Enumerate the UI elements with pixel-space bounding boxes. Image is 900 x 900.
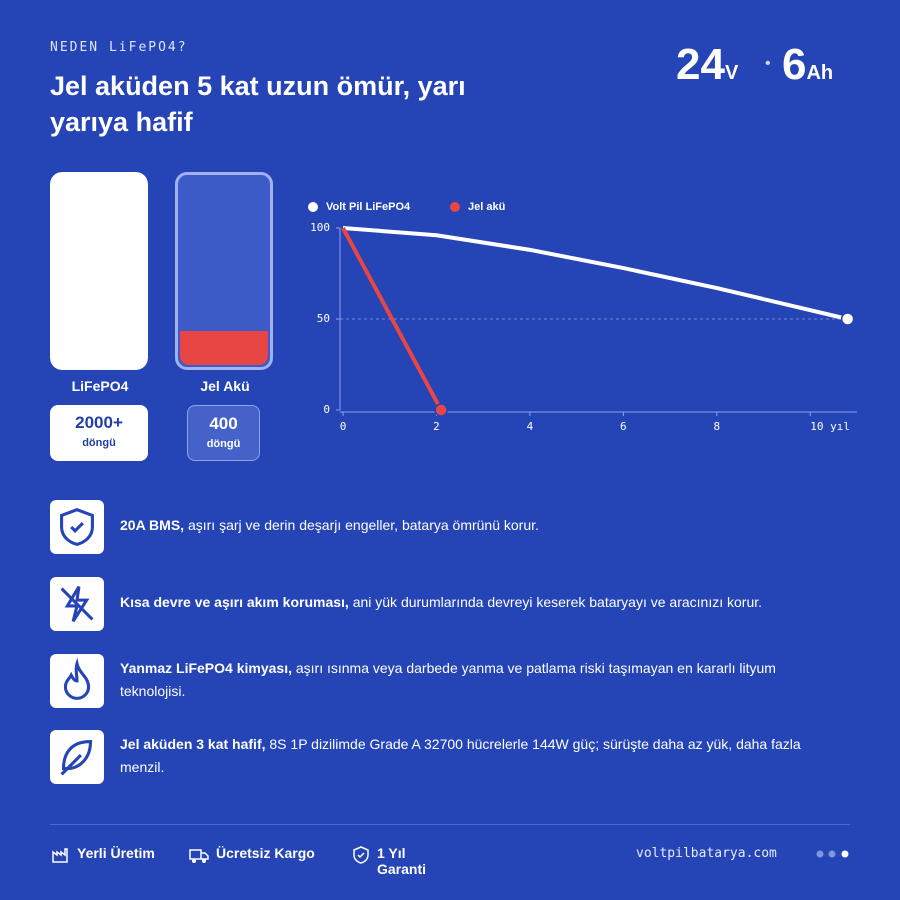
cycle-value: 2000+ döngü (50, 405, 148, 461)
cycle-unit: döngü (206, 438, 241, 450)
footer-item: Ücretsiz Kargo (216, 845, 315, 861)
cycle-label: Jel Akü (200, 378, 250, 394)
website: voltpilbatarya.com (636, 846, 777, 861)
cycle-number: 400 (209, 414, 238, 433)
title: Jel aküden 5 kat uzun ömür, yarı yarıya … (50, 71, 466, 137)
feature-bold: Kısa devre ve aşırı akım koruması, (120, 594, 349, 610)
feature-text: Yanmaz LiFePO4 kimyası, aşırı ısınma vey… (120, 657, 820, 703)
feature-text: Jel aküden 3 kat hafif, 8S 1P dizilimde … (120, 733, 820, 779)
capacity: 6Ah (782, 40, 833, 90)
cycle-number: 2000+ (75, 413, 123, 432)
footer-item: 1 Yıl Garanti (377, 845, 427, 877)
feature-desc: 8S 1P dizilimde Grade A 32700 hücrelerle… (120, 736, 801, 775)
feature-desc: aşırı ısınma veya darbede yanma ve patla… (120, 660, 776, 699)
feature-desc: ani yük durumlarında devreyi keserek bat… (348, 594, 763, 610)
footer-item: Yerli Üretim (77, 845, 155, 861)
voltage-unit: V (724, 62, 739, 84)
legend-marker (450, 202, 460, 212)
capacity-unit: Ah (806, 62, 834, 84)
cycle-value: 400 döngü (187, 405, 260, 461)
icon (63, 657, 91, 700)
voltage: 24V (676, 40, 738, 90)
x-tick-label: 4 (527, 420, 534, 433)
icon (60, 740, 93, 776)
cycle-bar-frame (175, 172, 273, 370)
feature-bold: Jel aküden 3 kat hafif, (120, 736, 266, 752)
end-point (840, 312, 855, 326)
x-tick-label: 6 (620, 420, 627, 433)
legend-marker (308, 202, 318, 212)
separator: • (765, 55, 771, 72)
legend-label: Jel akü (468, 201, 505, 213)
cycle-bar-frame (50, 172, 148, 370)
feature-desc: aşırı şarj ve derin deşarjı engeller, ba… (184, 517, 539, 533)
icon (60, 507, 94, 546)
feature-icon (50, 577, 104, 631)
x-tick-label: 8 (714, 420, 721, 433)
y-tick-label: 0 (323, 403, 330, 416)
y-tick-label: 100 (310, 221, 330, 234)
cycle-bar (50, 172, 148, 370)
legend-label: Volt Pil LiFePO4 (326, 201, 411, 213)
line (342, 226, 849, 321)
factory-icon (52, 848, 68, 863)
eyebrow: NEDEN LiFePO4? (50, 40, 188, 55)
x-tick-label: 10 yıl (810, 420, 850, 433)
feature-text: 20A BMS, aşırı şarj ve derin deşarjı eng… (120, 514, 820, 537)
y-tick-label: 50 (317, 312, 330, 325)
icon (60, 585, 94, 623)
feature-bold: 20A BMS, (120, 517, 185, 533)
line (341, 227, 443, 411)
cycle-unit: döngü (82, 437, 116, 449)
capacity-value: 6 (782, 40, 807, 89)
feature-icon (50, 500, 104, 554)
feature-icon (50, 654, 104, 708)
cycle-bar (180, 330, 268, 365)
divider (50, 824, 850, 825)
x-tick-label: 2 (433, 420, 440, 433)
feature-bold: Yanmaz LiFePO4 kimyası, (120, 660, 292, 676)
chart: 0 50 100 0 2 4 6 8 10 yıl Volt Pil LiFePO4 Jel akü (308, 201, 857, 433)
shield-icon (353, 846, 369, 864)
feature-icon (50, 730, 104, 784)
voltage-value: 24 (676, 40, 725, 89)
x-tick-label: 0 (340, 420, 347, 433)
feature-text: Kısa devre ve aşırı akım koruması, ani y… (120, 591, 820, 614)
page-dots (816, 850, 849, 858)
truck-icon (189, 849, 209, 863)
cycle-label: LiFePO4 (71, 378, 129, 394)
end-point (434, 403, 448, 417)
